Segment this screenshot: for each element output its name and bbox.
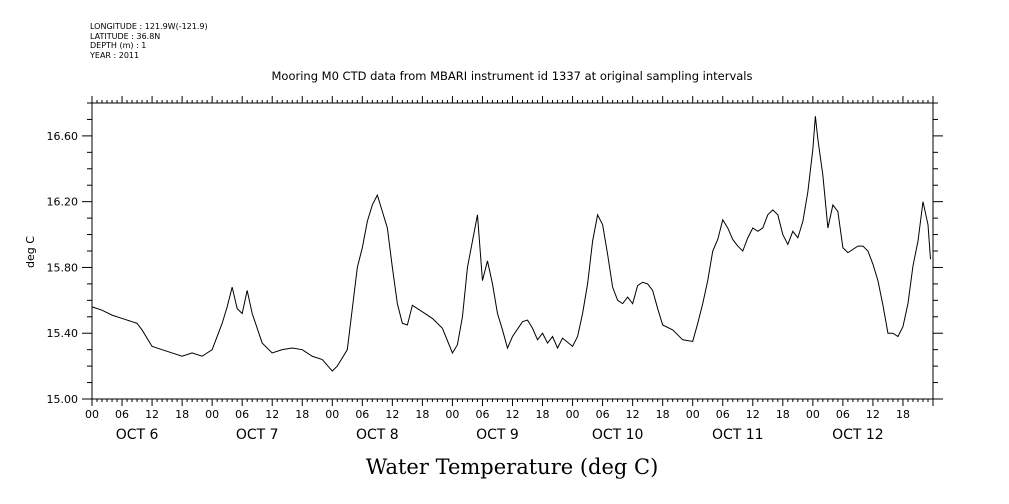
series-line — [91, 116, 931, 372]
x-tick-label: 12 — [866, 408, 880, 421]
x-tick-label: 18 — [776, 408, 790, 421]
x-day-label: OCT 12 — [832, 427, 884, 443]
x-day-label: OCT 7 — [236, 427, 279, 443]
chart-title: Mooring M0 CTD data from MBARI instrumen… — [272, 69, 753, 83]
x-tick-label: 00 — [205, 408, 219, 421]
x-tick-label: 18 — [175, 408, 189, 421]
x-tick-label: 12 — [626, 408, 640, 421]
plot-frame — [91, 102, 934, 400]
metadata-block: LONGITUDE : 121.9W(-121.9) LATITUDE : 36… — [90, 22, 208, 60]
x-day-label: OCT 8 — [356, 427, 399, 443]
y-tick-label: 16.20 — [47, 196, 79, 209]
x-tick-label: 00 — [686, 408, 700, 421]
x-tick-label: 06 — [475, 408, 489, 421]
axis-labels: 00 06 12 18 OCT 6 00 06 12 18 OCT 7 00 06 12 18 OCT 8 0… — [47, 130, 910, 443]
x-tick-label: 18 — [536, 408, 550, 421]
depth-label: DEPTH (m) : 1 — [90, 41, 147, 50]
x-tick-label: 18 — [415, 408, 429, 421]
x-tick-label: 00 — [566, 408, 580, 421]
x-tick-label: 06 — [235, 408, 249, 421]
x-tick-label: 12 — [746, 408, 760, 421]
x-tick-label: 00 — [445, 408, 459, 421]
longitude-label: LONGITUDE : 121.9W(-121.9) — [90, 22, 208, 31]
y-tick-label: 15.80 — [47, 261, 79, 274]
x-tick-label: 18 — [295, 408, 309, 421]
x-tick-label: 06 — [115, 408, 129, 421]
x-tick-label: 18 — [656, 408, 670, 421]
axis-ticks — [82, 96, 943, 406]
x-tick-label: 00 — [325, 408, 339, 421]
x-tick-label: 06 — [836, 408, 850, 421]
x-tick-label: 00 — [85, 408, 99, 421]
x-day-label: OCT 11 — [712, 427, 764, 443]
y-tick-label: 15.00 — [47, 393, 79, 406]
latitude-label: LATITUDE : 36.8N — [90, 31, 161, 41]
x-tick-label: 12 — [265, 408, 279, 421]
x-tick-label: 06 — [716, 408, 730, 421]
x-tick-label: 18 — [896, 408, 910, 421]
x-day-label: OCT 10 — [592, 427, 644, 443]
x-day-label: OCT 9 — [476, 427, 519, 443]
x-tick-label: 06 — [355, 408, 369, 421]
x-tick-label: 12 — [506, 408, 520, 421]
y-axis-label: deg C — [24, 236, 37, 268]
x-tick-label: 12 — [385, 408, 399, 421]
x-tick-label: 12 — [145, 408, 159, 421]
x-tick-label: 06 — [596, 408, 610, 421]
y-tick-label: 15.40 — [47, 327, 79, 340]
year-label: YEAR : 2011 — [90, 50, 140, 60]
x-tick-label: 00 — [806, 408, 820, 421]
x-axis-label: Water Temperature (deg C) — [366, 455, 659, 479]
x-day-label: OCT 6 — [116, 427, 159, 443]
y-tick-label: 16.60 — [47, 130, 79, 143]
